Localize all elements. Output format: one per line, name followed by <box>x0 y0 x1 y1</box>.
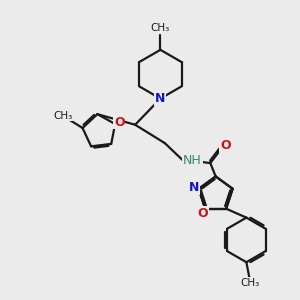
Text: CH₃: CH₃ <box>54 110 73 121</box>
Text: CH₃: CH₃ <box>240 278 260 288</box>
Text: O: O <box>114 116 124 129</box>
Text: O: O <box>220 139 230 152</box>
Text: NH: NH <box>183 154 202 166</box>
Text: O: O <box>197 207 208 220</box>
Text: N: N <box>155 92 166 105</box>
Text: CH₃: CH₃ <box>151 23 170 33</box>
Text: N: N <box>189 181 199 194</box>
